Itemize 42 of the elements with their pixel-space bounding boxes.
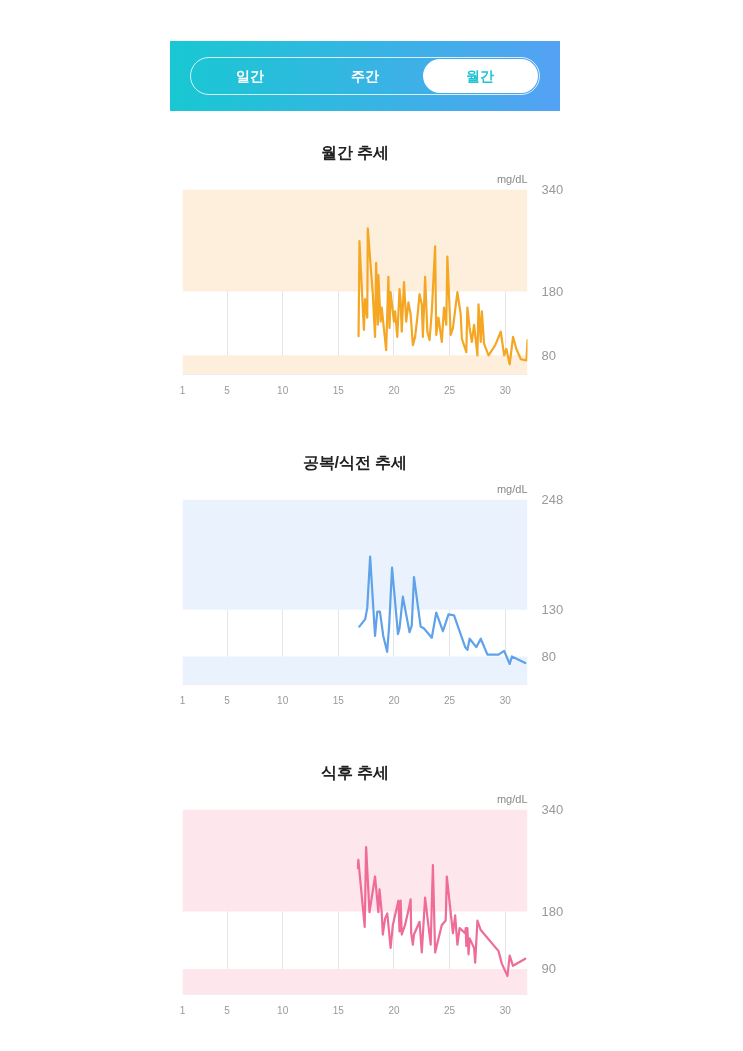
x-tick-label: 1 bbox=[179, 694, 186, 706]
chart-title: 공복/식전 추세 bbox=[302, 453, 408, 471]
y-tick-label: 130 bbox=[541, 602, 564, 618]
x-tick-label: 25 bbox=[444, 1004, 456, 1016]
y-tick-label: 180 bbox=[541, 284, 564, 300]
x-tick-label: 25 bbox=[444, 384, 456, 396]
y-tick-label: 180 bbox=[541, 904, 564, 920]
x-tick-label: 10 bbox=[277, 1004, 289, 1016]
x-tick-label: 10 bbox=[277, 384, 289, 396]
y-tick-label: 80 bbox=[541, 347, 556, 363]
x-tick-label: 30 bbox=[499, 1004, 512, 1016]
x-tick-label: 15 bbox=[332, 384, 345, 396]
x-tick-label: 20 bbox=[388, 384, 400, 396]
x-tick-label: 30 bbox=[499, 694, 512, 706]
x-tick-label: 20 bbox=[388, 1004, 400, 1016]
text: 월간 bbox=[422, 59, 538, 93]
y-tick-label: 90 bbox=[541, 961, 556, 977]
line-series bbox=[356, 846, 527, 978]
x-tick-label: 1 bbox=[179, 1004, 186, 1016]
x-tick-label: 1 bbox=[179, 384, 186, 396]
text: 일간 bbox=[234, 67, 265, 86]
line-series bbox=[357, 227, 528, 366]
x-tick-label: 30 bbox=[499, 384, 512, 396]
y-tick-label: 80 bbox=[541, 648, 556, 664]
text: 주간 bbox=[350, 67, 380, 86]
y-axis-title: mg/dL bbox=[496, 482, 528, 495]
chart-title: 월간 추세 bbox=[320, 143, 390, 161]
y-tick-label: 340 bbox=[541, 802, 564, 817]
y-tick-label: 340 bbox=[541, 182, 564, 197]
x-tick-label: 10 bbox=[277, 694, 289, 706]
x-tick-label: 20 bbox=[388, 694, 400, 706]
y-axis-title: mg/dL bbox=[496, 792, 528, 805]
line-series bbox=[358, 555, 527, 666]
x-tick-label: 5 bbox=[224, 694, 231, 706]
y-axis-title: mg/dL bbox=[496, 172, 528, 185]
x-tick-label: 15 bbox=[332, 694, 345, 706]
x-tick-label: 5 bbox=[224, 1004, 231, 1016]
y-tick-label: 248 bbox=[541, 492, 564, 507]
chart-title: 식후 추세 bbox=[320, 763, 390, 781]
x-tick-label: 25 bbox=[444, 694, 456, 706]
x-tick-label: 15 bbox=[332, 1004, 345, 1016]
x-tick-label: 5 bbox=[224, 384, 231, 396]
